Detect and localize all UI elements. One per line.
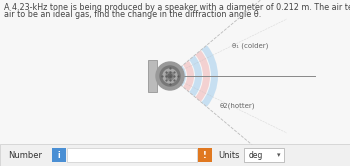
Text: i: i (58, 151, 60, 160)
FancyBboxPatch shape (67, 148, 197, 162)
Text: θ₁ (colder): θ₁ (colder) (232, 43, 268, 49)
Wedge shape (201, 45, 218, 107)
FancyBboxPatch shape (0, 144, 350, 166)
Wedge shape (171, 71, 178, 81)
FancyBboxPatch shape (244, 148, 284, 162)
FancyBboxPatch shape (52, 148, 66, 162)
Wedge shape (189, 55, 202, 97)
Circle shape (156, 62, 184, 90)
Text: air to be an ideal gas, find the change in the diffraction angle θ.: air to be an ideal gas, find the change … (4, 10, 261, 19)
Wedge shape (195, 50, 210, 102)
Text: Units: Units (218, 151, 239, 160)
Circle shape (166, 72, 174, 80)
Text: θ2(hotter): θ2(hotter) (220, 103, 256, 109)
Circle shape (163, 69, 177, 83)
FancyBboxPatch shape (148, 60, 157, 92)
FancyBboxPatch shape (198, 148, 212, 162)
Wedge shape (177, 66, 186, 86)
Text: A 4.23-kHz tone is being produced by a speaker with a diameter of 0.212 m. The a: A 4.23-kHz tone is being produced by a s… (4, 3, 350, 12)
Text: !: ! (203, 151, 207, 160)
Text: ▾: ▾ (277, 152, 280, 158)
Text: Number: Number (8, 151, 42, 160)
Circle shape (168, 74, 172, 78)
Circle shape (160, 66, 180, 86)
Text: deg: deg (249, 151, 263, 160)
Wedge shape (183, 61, 194, 91)
